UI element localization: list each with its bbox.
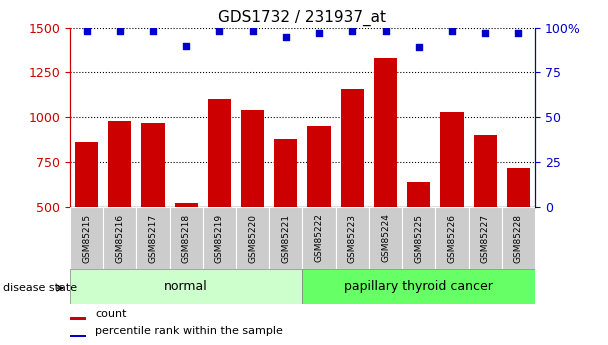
- Bar: [170, 207, 203, 269]
- Point: [514, 30, 523, 36]
- Text: GSM85219: GSM85219: [215, 214, 224, 263]
- Bar: [435, 207, 469, 269]
- Text: GSM85225: GSM85225: [414, 214, 423, 263]
- Text: GSM85224: GSM85224: [381, 214, 390, 263]
- Text: papillary thyroid cancer: papillary thyroid cancer: [344, 280, 493, 293]
- Text: GSM85215: GSM85215: [82, 214, 91, 263]
- Bar: [502, 207, 535, 269]
- Text: disease state: disease state: [3, 283, 77, 293]
- Bar: [374, 58, 397, 207]
- Point: [480, 30, 490, 36]
- Text: GSM85228: GSM85228: [514, 214, 523, 263]
- Bar: [208, 99, 231, 207]
- Bar: [302, 207, 336, 269]
- Point: [381, 28, 390, 34]
- Bar: [174, 204, 198, 207]
- Point: [414, 45, 424, 50]
- Text: GSM85226: GSM85226: [447, 214, 457, 263]
- Bar: [474, 135, 497, 207]
- Bar: [269, 207, 302, 269]
- Text: GSM85221: GSM85221: [282, 214, 291, 263]
- Point: [148, 28, 158, 34]
- Text: GSM85218: GSM85218: [182, 214, 191, 263]
- Text: GSM85222: GSM85222: [314, 214, 323, 263]
- Bar: [203, 207, 236, 269]
- Bar: [407, 182, 430, 207]
- Bar: [236, 207, 269, 269]
- Bar: [507, 168, 530, 207]
- Bar: [336, 207, 369, 269]
- Text: count: count: [95, 309, 126, 319]
- Bar: [308, 126, 331, 207]
- Text: GSM85220: GSM85220: [248, 214, 257, 263]
- Point: [215, 28, 224, 34]
- Bar: [108, 121, 131, 207]
- Bar: [136, 207, 170, 269]
- Bar: [70, 207, 103, 269]
- Bar: [70, 269, 302, 304]
- Bar: [469, 207, 502, 269]
- Bar: [340, 89, 364, 207]
- Title: GDS1732 / 231937_at: GDS1732 / 231937_at: [218, 10, 387, 26]
- Bar: [141, 123, 165, 207]
- Point: [81, 28, 91, 34]
- Text: GSM85227: GSM85227: [481, 214, 489, 263]
- Text: GSM85216: GSM85216: [116, 214, 124, 263]
- Point: [314, 30, 324, 36]
- Bar: [369, 207, 402, 269]
- Text: percentile rank within the sample: percentile rank within the sample: [95, 326, 283, 336]
- Bar: [440, 112, 464, 207]
- Point: [181, 43, 191, 48]
- Bar: [402, 207, 435, 269]
- Bar: [241, 110, 264, 207]
- Bar: [274, 139, 297, 207]
- Bar: [75, 142, 98, 207]
- Point: [447, 28, 457, 34]
- Bar: [103, 207, 136, 269]
- Point: [115, 28, 125, 34]
- Point: [347, 28, 357, 34]
- Bar: [70, 335, 86, 337]
- Text: GSM85223: GSM85223: [348, 214, 357, 263]
- Point: [281, 34, 291, 39]
- Bar: [302, 269, 535, 304]
- Bar: [70, 317, 86, 319]
- Text: normal: normal: [164, 280, 208, 293]
- Text: GSM85217: GSM85217: [148, 214, 157, 263]
- Point: [248, 28, 258, 34]
